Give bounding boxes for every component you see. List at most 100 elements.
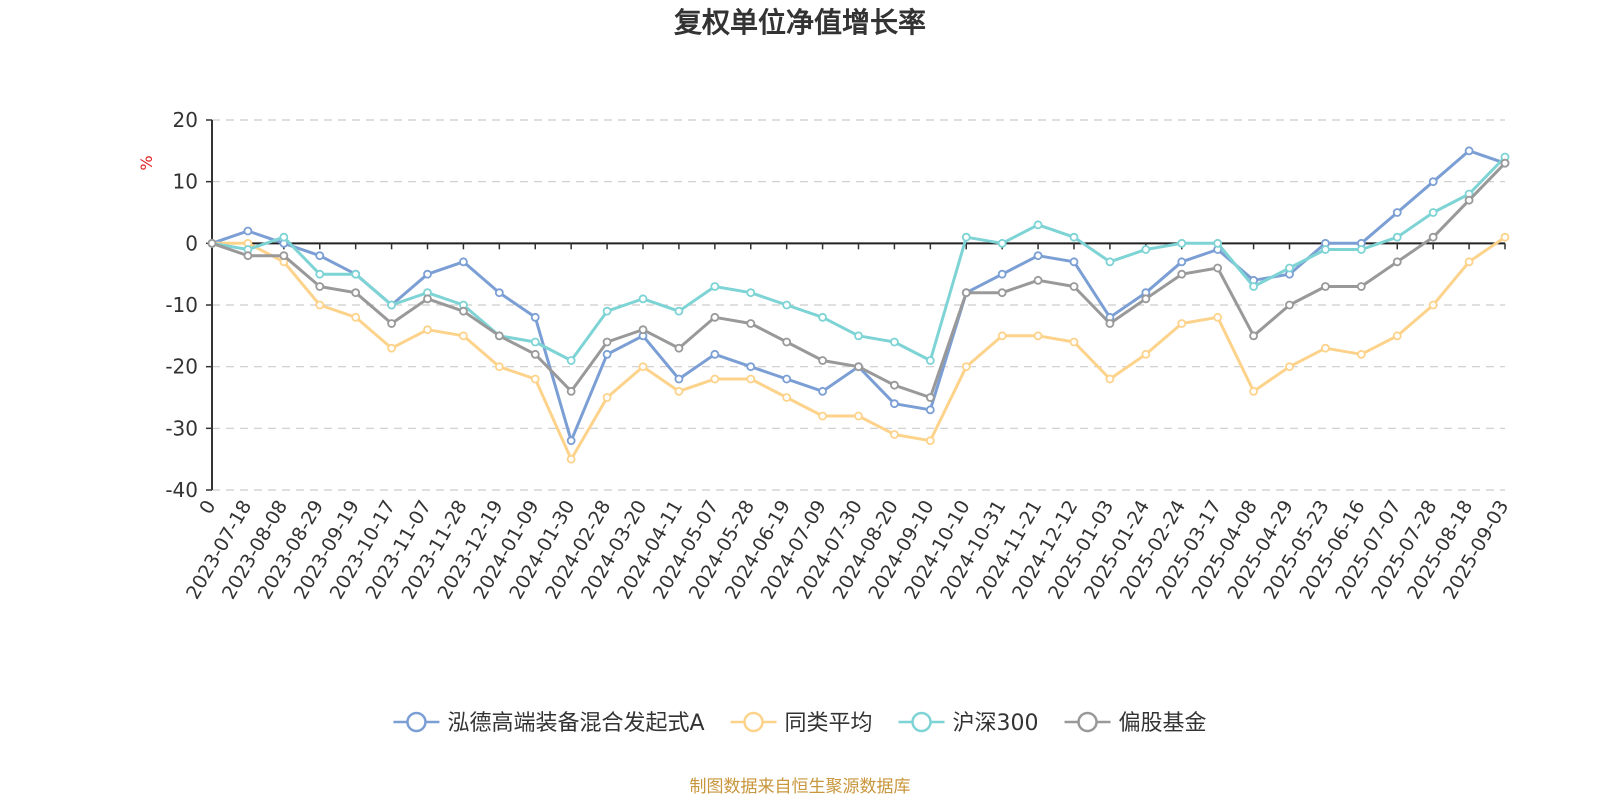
series-point-2 [315,269,325,279]
series-point-3 [1285,300,1294,310]
series-point-0 [602,349,612,359]
series-point-1 [1141,349,1151,359]
series-point-3 [494,331,504,341]
series-point-3 [1392,257,1402,267]
series-point-2 [674,306,684,316]
series-point-3 [1249,331,1258,341]
series-point-1 [1249,386,1258,396]
series-point-3 [566,386,576,396]
series-point-3 [818,356,827,365]
series-point-2 [925,356,935,365]
y-tick-label: 10 [173,170,198,194]
series-point-1 [566,454,576,464]
y-tick-label: 0 [185,231,198,255]
series-point-0 [710,349,720,359]
series-point-1 [315,300,325,310]
series-point-1 [1464,257,1474,267]
series-line-1 [210,235,1507,461]
series-point-1 [1105,374,1115,384]
series-point-3 [638,325,648,335]
series-point-0 [1392,208,1402,217]
legend-label: 同类平均 [785,711,873,736]
series-point-3 [674,343,684,353]
series-point-3 [279,251,289,261]
series-point-2 [530,337,540,347]
legend-item-3[interactable]: 偏股基金 [1064,711,1207,736]
legend-circle-icon [911,711,932,733]
series-point-3 [1105,319,1115,328]
series-point-2 [854,331,863,341]
series-point-2 [351,269,361,279]
series-point-1 [1033,331,1043,341]
series-point-2 [566,356,576,365]
series-point-3 [1500,158,1510,168]
series-point-3 [423,294,432,304]
series-point-3 [315,282,325,291]
series-point-2 [818,312,827,322]
series-point-2 [1392,232,1402,242]
series-point-0 [423,269,432,279]
series-point-2 [961,232,971,242]
series-point-2 [1141,245,1151,254]
series-point-1 [746,374,756,384]
y-tick-label: -20 [165,355,198,379]
series-point-1 [423,325,432,335]
legend-circle-icon [1077,711,1098,733]
legend[interactable]: 泓德高端装备混合发起式A 同类平均 沪深300 偏股基金 [393,711,1207,736]
series-point-3 [387,319,396,328]
series-point-2 [890,337,899,347]
series-point-3 [602,337,612,347]
series-point-3 [890,380,899,390]
series-point-3 [530,349,540,359]
series-point-3 [1464,195,1474,205]
series-point-0 [1428,177,1438,187]
series-point-3 [710,312,720,322]
series-point-0 [674,374,684,384]
series-point-1 [710,374,720,384]
series-point-3 [243,251,253,261]
legend-item-2[interactable]: 沪深300 [898,711,1039,736]
x-tick-label: 0 [195,497,220,518]
series-point-0 [818,386,827,396]
y-tick-label: -30 [165,416,198,440]
legend-item-0[interactable]: 泓德高端装备混合发起式A [393,711,705,736]
legend-label: 偏股基金 [1119,711,1207,736]
series-point-1 [818,411,827,421]
series-point-0 [1069,257,1079,267]
grid-lines [212,119,1505,491]
legend-label: 泓德高端装备混合发起式A [447,711,704,736]
series-point-3 [854,362,863,372]
series-point-3 [1428,232,1438,242]
series-point-2 [1033,220,1043,230]
series-point-3 [997,288,1007,298]
series-point-3 [782,337,792,347]
series-point-1 [387,343,396,353]
series-point-2 [1213,238,1223,248]
series-point-1 [1428,300,1438,310]
legend-circle-icon [406,711,427,733]
source-note: 制图数据来自恒生聚源数据库 [690,777,911,797]
series-point-1 [1321,343,1330,353]
series-point-1 [674,386,684,396]
series-point-1 [1500,232,1510,242]
series-point-2 [1069,232,1079,242]
series-point-0 [566,436,576,446]
chart-title: 复权单位净值增长率 [674,6,926,39]
series-point-0 [530,312,540,322]
series-point-0 [243,226,253,236]
series-point-0 [997,269,1007,279]
series-point-1 [459,331,468,341]
series-point-0 [1464,146,1474,156]
series-point-2 [387,300,396,310]
series-point-3 [1069,282,1079,291]
series-point-0 [1177,257,1187,267]
series-point-1 [854,411,863,421]
series-point-0 [746,362,756,372]
series-point-3 [1177,269,1187,279]
series-point-1 [530,374,540,384]
series-point-3 [1356,282,1366,291]
series-point-2 [1249,282,1258,291]
y-tick-label: -40 [165,478,198,502]
legend-item-1[interactable]: 同类平均 [730,711,873,736]
